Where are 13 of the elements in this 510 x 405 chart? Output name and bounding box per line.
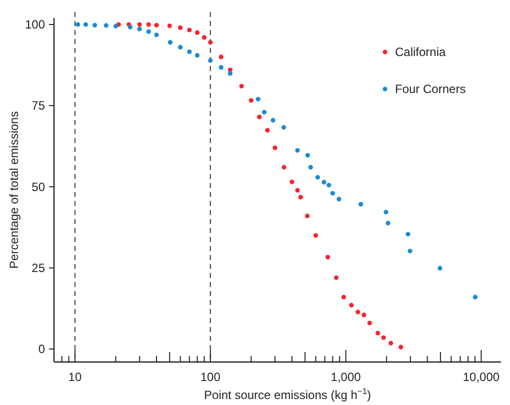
legend-label: California <box>395 45 446 59</box>
y-tick-label: 50 <box>32 180 46 194</box>
x-tick-label: 100 <box>200 370 221 384</box>
y-tick-label: 75 <box>32 98 46 113</box>
y-axis-title: Percentage of total emissions <box>7 111 21 269</box>
x-tick-label: 10,000 <box>462 370 500 384</box>
x-tick-label: 1,000 <box>330 370 362 384</box>
x-axis-title: Point source emissions (kg h$^{−1}$) <box>204 386 371 402</box>
x-tick-label: 10 <box>68 370 82 384</box>
y-tick-label: 0 <box>38 342 46 356</box>
y-tick-label: 100 <box>24 17 46 32</box>
legend-label: Four Corners <box>395 82 466 96</box>
y-tick-label: 25 <box>32 260 46 275</box>
